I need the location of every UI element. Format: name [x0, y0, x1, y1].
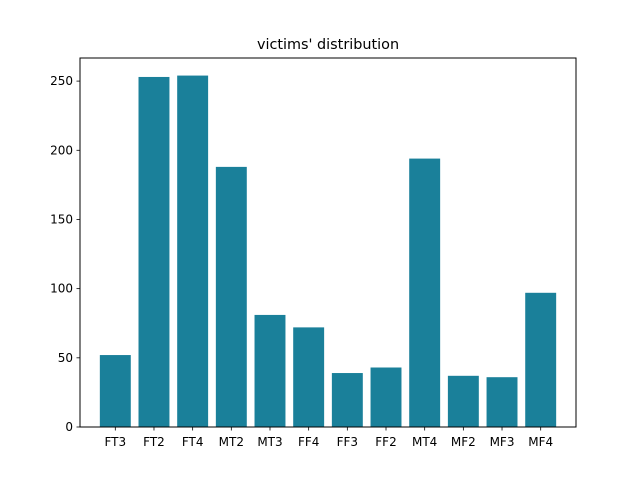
- bar-ft3: [99, 355, 131, 427]
- x-axis: FT3 FT2 FT4 MT2 MT3 FF4 FF3 FF2 MT4 MF2 MF3 MF4: [104, 427, 553, 449]
- x-tick-label: FF2: [375, 435, 396, 449]
- bar-ff3: [331, 373, 363, 427]
- bars-group: [99, 75, 557, 428]
- bar-ff2: [370, 367, 402, 427]
- y-tick-label: 150: [50, 212, 73, 226]
- y-tick-label: 0: [65, 420, 73, 434]
- y-tick-label: 250: [50, 74, 73, 88]
- bar-mt4: [409, 158, 441, 427]
- bar-mf2: [447, 375, 479, 427]
- y-tick-label: 100: [50, 282, 73, 296]
- x-tick-label: FT2: [143, 435, 165, 449]
- x-tick-label: MT3: [257, 435, 282, 449]
- x-tick-label: MF4: [528, 435, 553, 449]
- bar-ff4: [293, 327, 325, 427]
- bar-mt3: [254, 314, 286, 427]
- bar-ft2: [138, 76, 170, 427]
- x-tick-label: MT2: [219, 435, 244, 449]
- bar-ft4: [177, 75, 209, 428]
- x-tick-label: FF3: [337, 435, 358, 449]
- x-tick-label: MF3: [490, 435, 515, 449]
- x-tick-label: FT4: [182, 435, 204, 449]
- x-tick-label: MF2: [451, 435, 476, 449]
- chart-title: victims' distribution: [257, 37, 399, 53]
- y-axis: 0 50 100 150 200 250: [50, 74, 80, 434]
- plot-frame: [79, 57, 577, 428]
- bar-mf3: [486, 377, 518, 427]
- y-tick-label: 200: [50, 143, 73, 157]
- y-tick-label: 50: [58, 351, 73, 365]
- bar-mt2: [215, 166, 247, 427]
- x-tick-label: FF4: [298, 435, 319, 449]
- x-tick-label: FT3: [104, 435, 126, 449]
- bar-mf4: [525, 292, 557, 427]
- x-tick-label: MT4: [412, 435, 437, 449]
